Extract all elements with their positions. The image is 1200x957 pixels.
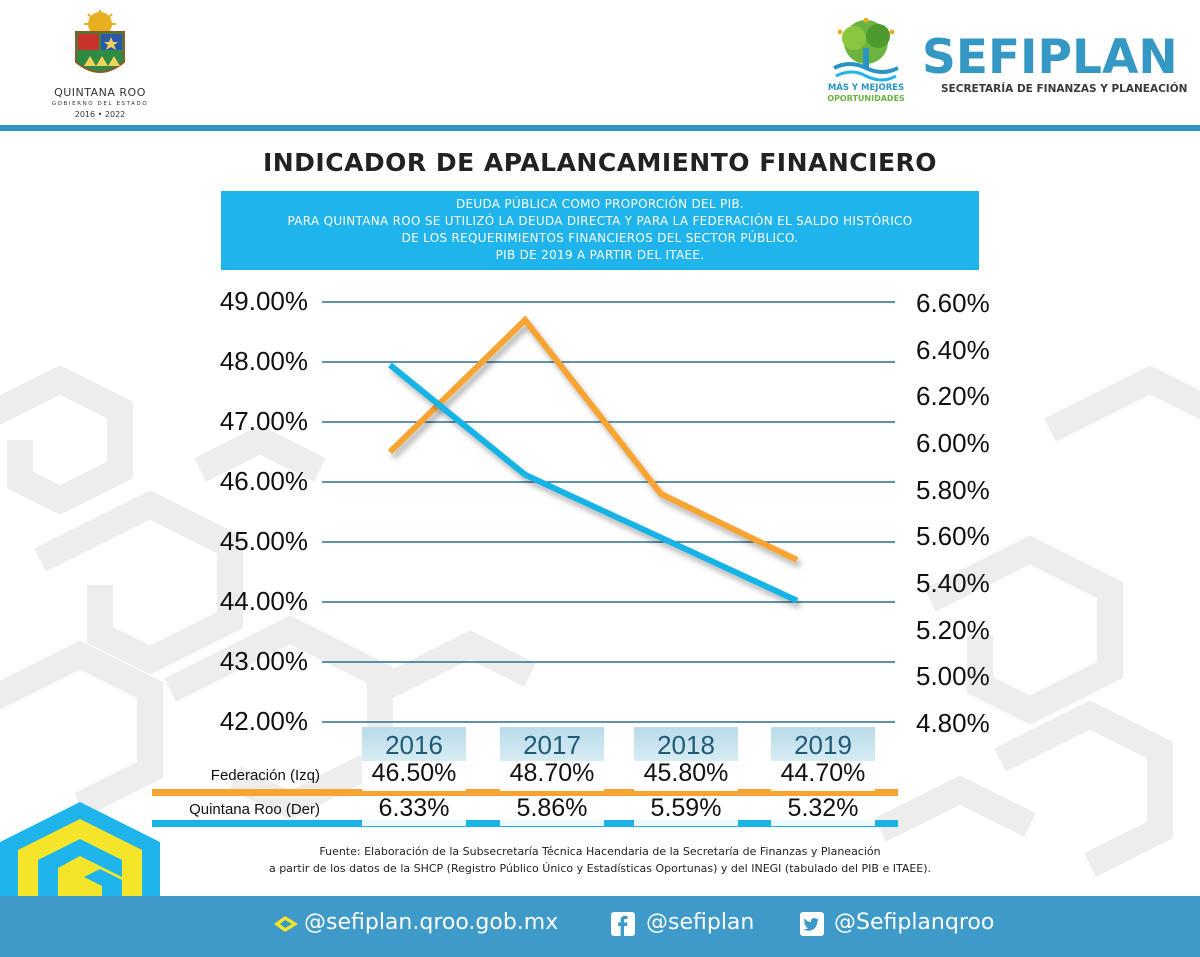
federacion-data-label: 46.50% bbox=[371, 759, 457, 787]
y-right-tick-label: 6.20% bbox=[916, 381, 990, 412]
quintana-roo-data-label: 5.32% bbox=[787, 794, 859, 822]
federacion-data-label: 48.70% bbox=[509, 759, 595, 787]
federacion-data-label: 45.80% bbox=[643, 759, 729, 787]
y-left-tick-label: 43.00% bbox=[219, 646, 308, 676]
year-header-cell: 2018 bbox=[634, 727, 738, 763]
quintana-roo-data-label: 6.33% bbox=[378, 794, 450, 822]
y-right-tick-label: 5.60% bbox=[916, 521, 990, 552]
subtitle-line-1: DEUDA PÚBLICA COMO PROPORCIÓN DEL PIB. bbox=[455, 197, 745, 211]
twitter-link[interactable]: @Sefiplanqroo bbox=[834, 910, 995, 935]
y-left-tick-label: 45.00% bbox=[219, 526, 308, 556]
value-cell-background bbox=[771, 761, 875, 791]
value-cell-background bbox=[500, 796, 604, 826]
value-cell-background bbox=[634, 761, 738, 791]
chart-title: INDICADOR DE APALANCAMIENTO FINANCIERO bbox=[262, 148, 938, 177]
federacion-data-label: 44.70% bbox=[780, 759, 866, 787]
y-left-tick-label: 42.00% bbox=[219, 706, 308, 736]
federacion-row-label: Federación (Izq) bbox=[210, 767, 320, 784]
quintana-roo-data-label: 5.59% bbox=[650, 794, 722, 822]
quintana-roo-data-label: 5.86% bbox=[516, 794, 588, 822]
facebook-icon bbox=[611, 912, 635, 936]
state-name: QUINTANA ROO bbox=[54, 86, 146, 99]
y-right-tick-label: 4.80% bbox=[916, 708, 990, 738]
y-right-tick-label: 6.00% bbox=[916, 428, 990, 458]
source-line-2: a partir de los datos de la SHCP (Regist… bbox=[268, 862, 932, 875]
coat-of-arms-icon bbox=[75, 10, 125, 73]
y-right-tick-label: 5.80% bbox=[916, 474, 990, 505]
y-right-tick-label: 6.60% bbox=[916, 288, 990, 318]
y-left-tick-label: 48.00% bbox=[219, 346, 308, 376]
facebook-link[interactable]: @sefiplan bbox=[646, 910, 755, 935]
value-cell-background bbox=[771, 796, 875, 826]
quintana-roo-series-line bbox=[388, 362, 799, 604]
subtitle-line-2: PARA QUINTANA ROO SE UTILIZÓ LA DEUDA DI… bbox=[287, 214, 913, 228]
slogan-line-2: OPORTUNIDADES bbox=[827, 94, 905, 103]
value-cell-background bbox=[362, 761, 466, 791]
agency-name: SEFIPLAN bbox=[922, 30, 1178, 85]
y-left-tick-label: 46.00% bbox=[219, 466, 308, 496]
tree-logo-icon bbox=[833, 18, 899, 82]
y-right-tick-label: 5.40% bbox=[916, 568, 990, 598]
agency-subtitle: SECRETARÍA DE FINANZAS Y PLANEACIÓN bbox=[941, 83, 1188, 95]
value-cell-background bbox=[362, 796, 466, 826]
footer-bar: @sefiplan.qroo.gob.mx @sefiplan @Sefipla… bbox=[0, 896, 1200, 957]
website-link[interactable]: @sefiplan.qroo.gob.mx bbox=[304, 910, 559, 935]
quintana-roo-logo: QUINTANA ROO GOBIERNO DEL ESTADO 2016 • … bbox=[40, 10, 160, 122]
chart-subtitle-box: DEUDA PÚBLICA COMO PROPORCIÓN DEL PIB. P… bbox=[221, 191, 979, 270]
header-divider bbox=[0, 125, 1200, 131]
twitter-icon bbox=[800, 912, 824, 936]
value-cell-background bbox=[500, 761, 604, 791]
federacion-row-bar bbox=[152, 789, 898, 796]
year-header-cell: 2019 bbox=[771, 727, 875, 763]
subtitle-line-4: PIB DE 2019 A PARTIR DEL ITAEE. bbox=[495, 248, 705, 262]
y-left-tick-label: 47.00% bbox=[219, 406, 308, 436]
subtitle-line-3: DE LOS REQUERIMIENTOS FINANCIEROS DEL SE… bbox=[401, 231, 799, 245]
year-header-cell: 2017 bbox=[500, 727, 604, 763]
year-header-cell: 2016 bbox=[362, 727, 466, 763]
y-left-tick-label: 44.00% bbox=[219, 586, 308, 616]
slogan-line-1: MÁS Y MEJORES bbox=[827, 83, 905, 93]
sefiplan-logo-icon bbox=[274, 916, 298, 932]
state-years: 2016 • 2022 bbox=[74, 110, 126, 119]
state-subtitle: GOBIERNO DEL ESTADO bbox=[51, 101, 149, 107]
y-right-tick-label: 5.20% bbox=[916, 614, 990, 645]
source-line-1: Fuente: Elaboración de la Subsecretaría … bbox=[319, 845, 881, 858]
quintana-roo-row-label: Quintana Roo (Der) bbox=[189, 801, 320, 818]
y-left-tick-label: 49.00% bbox=[219, 286, 308, 316]
value-cell-background bbox=[634, 796, 738, 826]
y-right-tick-label: 6.40% bbox=[916, 334, 990, 365]
federacion-series-line bbox=[387, 315, 799, 563]
y-right-tick-label: 5.00% bbox=[916, 661, 990, 692]
